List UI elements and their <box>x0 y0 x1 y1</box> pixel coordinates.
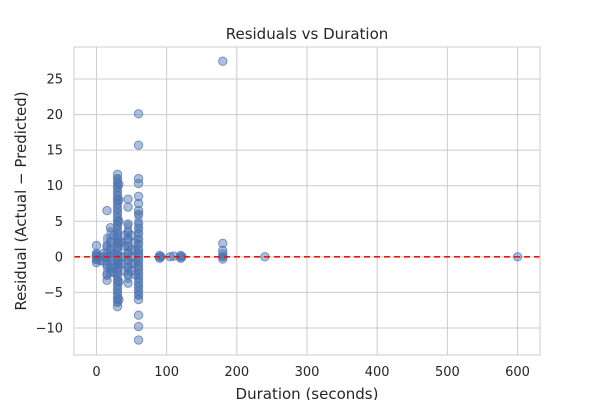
point-cluster <box>218 252 227 262</box>
grid <box>74 47 540 355</box>
chart-title: Residuals vs Duration <box>226 25 389 43</box>
x-tick-label: 400 <box>365 365 390 380</box>
point-cluster <box>113 174 122 307</box>
point-cluster <box>124 221 133 284</box>
y-tick-label: 20 <box>46 108 63 123</box>
data-point <box>102 205 112 216</box>
x-tick-labels: 0 100 200 300 400 500 600 <box>92 365 530 380</box>
y-tick-label: 15 <box>46 144 63 159</box>
data-point <box>218 56 228 66</box>
data-point <box>133 310 144 320</box>
y-tick-label: 25 <box>46 73 63 88</box>
y-axis-label: Residual (Actual − Predicted) <box>12 91 30 310</box>
data-point <box>133 198 144 209</box>
point-cluster <box>106 226 115 275</box>
data-point <box>133 178 144 189</box>
y-tick-label: 5 <box>55 215 63 230</box>
data-point <box>133 191 144 202</box>
x-tick-label: 600 <box>505 365 530 380</box>
y-tick-label: −5 <box>44 286 63 301</box>
data-point <box>123 202 133 212</box>
x-tick-label: 200 <box>224 365 249 380</box>
y-tick-label: 10 <box>46 179 63 194</box>
points <box>91 56 523 345</box>
x-tick-label: 500 <box>435 365 460 380</box>
y-tick-labels: −10 −5 0 5 10 15 20 25 <box>36 73 63 337</box>
x-tick-label: 300 <box>295 365 320 380</box>
data-point <box>133 140 144 150</box>
data-point <box>133 173 144 184</box>
data-point <box>133 335 144 345</box>
y-tick-label: −10 <box>36 321 63 336</box>
y-tick-label: 0 <box>55 250 63 265</box>
data-point <box>91 240 102 251</box>
x-tick-label: 0 <box>92 365 100 380</box>
data-point <box>133 321 144 332</box>
data-point <box>218 238 228 249</box>
x-tick-label: 100 <box>154 365 179 380</box>
x-axis-label: Duration (seconds) <box>236 385 379 400</box>
data-point <box>133 109 144 119</box>
point-cluster <box>134 210 143 300</box>
plot-frame <box>73 46 541 356</box>
data-point <box>123 194 133 204</box>
